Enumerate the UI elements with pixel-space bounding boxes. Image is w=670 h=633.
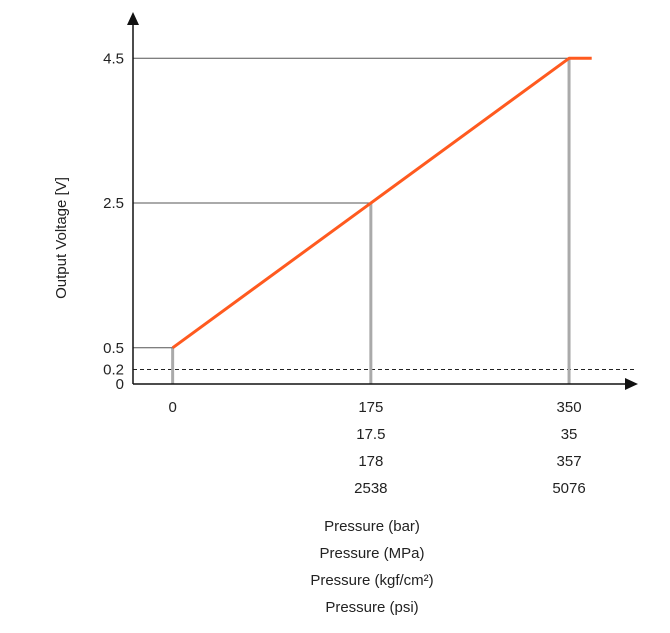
axis-labels: Output Voltage [V] Pressure (bar) Pressu…	[53, 50, 586, 616]
y-tick-label-0: 0	[116, 376, 124, 393]
y-tick-label-3: 2.5	[103, 195, 124, 212]
x-axis-arrow	[625, 378, 638, 390]
x-tick-label-2-1: 35	[561, 426, 578, 443]
x-tick-label-1-1: 17.5	[356, 426, 385, 443]
x-tick-label-2-2: 357	[557, 453, 582, 470]
x-tick-label-2-3: 5076	[552, 480, 585, 497]
series-line-0	[171, 56, 592, 350]
guide-lines	[133, 57, 637, 384]
x-axis-title-kgf: Pressure (kgf/cm²)	[310, 572, 433, 589]
series	[171, 56, 592, 350]
y-tick-label-2: 0.5	[103, 340, 124, 357]
y-axis-title: Output Voltage [V]	[53, 177, 70, 299]
y-tick-label-4: 4.5	[103, 50, 124, 67]
x-axis-title-bar: Pressure (bar)	[324, 518, 420, 535]
x-tick-label-1-2: 178	[358, 453, 383, 470]
x-tick-label-2-0: 350	[557, 399, 582, 416]
x-tick-label-1-0: 175	[358, 399, 383, 416]
y-tick-label-1: 0.2	[103, 362, 124, 379]
x-axis-title-psi: Pressure (psi)	[325, 599, 418, 616]
axes	[127, 12, 638, 390]
x-tick-label-0-0: 0	[168, 399, 176, 416]
y-axis-arrow	[127, 12, 139, 25]
x-tick-label-1-3: 2538	[354, 480, 387, 497]
x-axis-title-mpa: Pressure (MPa)	[319, 545, 424, 562]
